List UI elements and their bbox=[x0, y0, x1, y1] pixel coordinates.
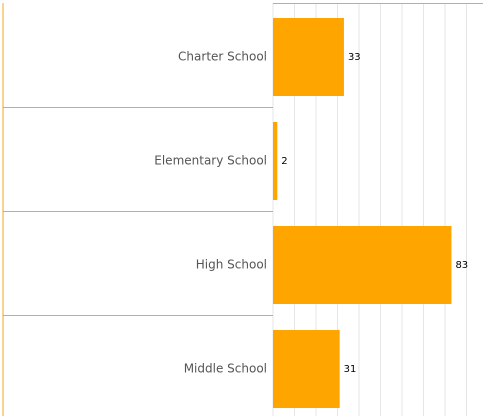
category-label: Elementary School bbox=[154, 154, 267, 168]
bar bbox=[273, 226, 452, 304]
bar bbox=[273, 18, 344, 96]
data-label: 33 bbox=[348, 52, 361, 63]
bar bbox=[273, 122, 278, 200]
category-label: High School bbox=[196, 258, 267, 272]
bar bbox=[273, 330, 340, 408]
data-label: 83 bbox=[455, 260, 468, 271]
category-label: Middle School bbox=[184, 362, 267, 376]
category-label: Charter School bbox=[178, 50, 267, 64]
data-label: 31 bbox=[344, 364, 357, 375]
data-label: 2 bbox=[281, 156, 287, 167]
bars: 33 2 83 31 bbox=[273, 18, 468, 408]
